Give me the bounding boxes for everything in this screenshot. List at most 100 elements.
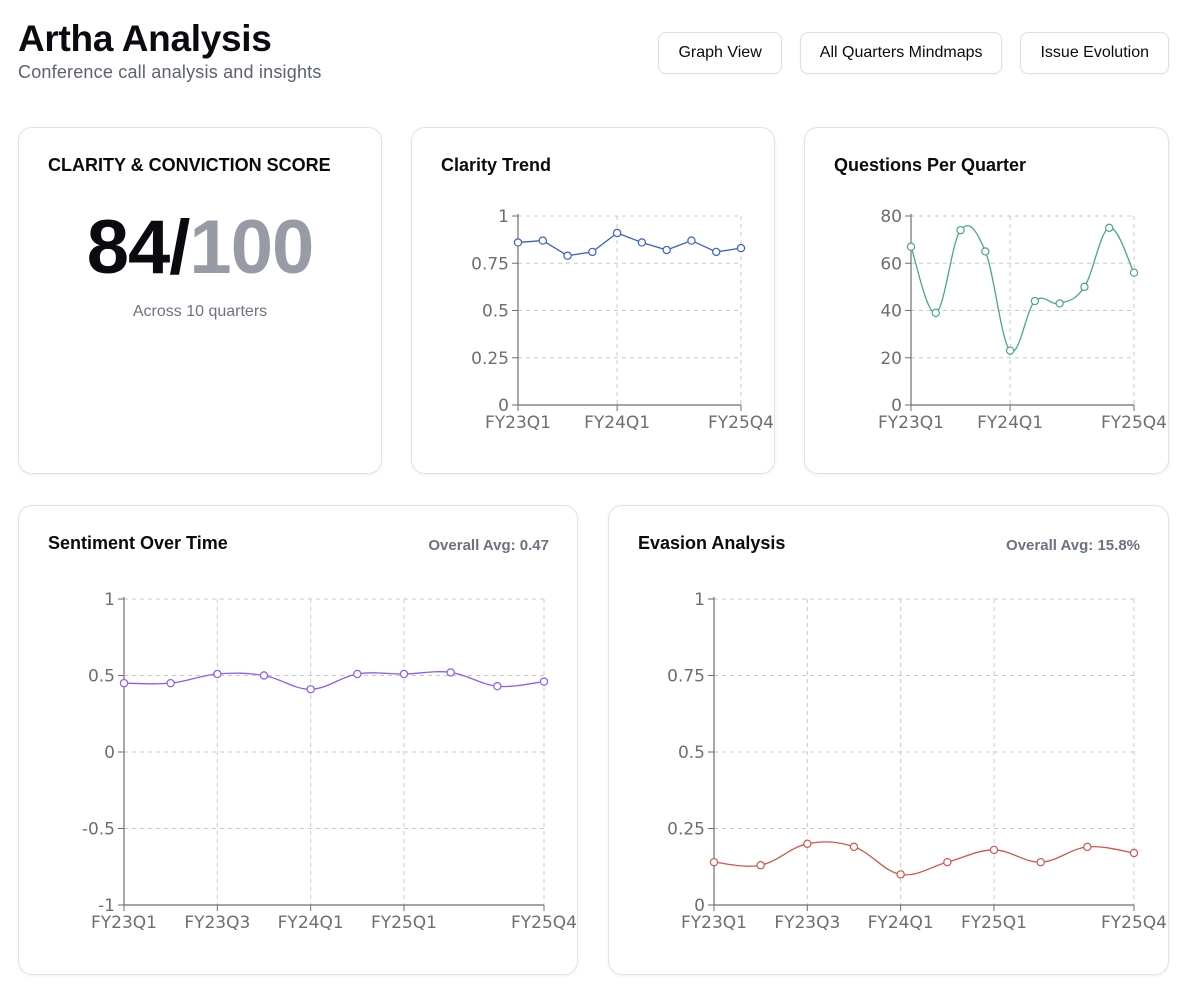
sentiment-data-point bbox=[259, 671, 269, 680]
clarity-data-point bbox=[538, 236, 547, 245]
questions-series-line bbox=[910, 225, 1135, 353]
app-subtitle: Conference call analysis and insights bbox=[18, 62, 322, 82]
score-caption: Across 10 quarters bbox=[132, 303, 268, 320]
all-quarters-mindmaps-button[interactable]: All Quarters Mindmaps bbox=[799, 32, 1003, 74]
x-tick-label: FY23Q3 bbox=[184, 913, 250, 933]
y-tick-label: 0.75 bbox=[471, 254, 509, 274]
clarity-data-point bbox=[736, 243, 746, 253]
evasion-series-line bbox=[713, 841, 1135, 876]
sentiment-over-time-card: Sentiment Over Time Overall Avg: 0.47 -1… bbox=[18, 505, 578, 975]
questions-per-quarter-chart: 0 20 40 60 80 FY23Q1 FY24Q1 FY25Q4 bbox=[878, 207, 1167, 433]
x-tick-label: FY25Q4 bbox=[511, 913, 577, 933]
y-tick-label: 1 bbox=[498, 207, 509, 227]
y-tick-label: 0 bbox=[891, 396, 902, 416]
y-tick-label: 0 bbox=[498, 396, 509, 416]
evasion-data-point bbox=[896, 870, 905, 879]
evasion-analysis-chart: 0 0.25 0.5 0.75 1 FY23Q1 FY23Q3 FY24Q1 FY25Q1 FY2… bbox=[667, 590, 1167, 933]
evasion-data-point bbox=[989, 845, 999, 855]
x-tick-label: FY25Q4 bbox=[1101, 913, 1167, 933]
x-tick-label: FY24Q1 bbox=[278, 913, 344, 933]
sentiment-data-point bbox=[306, 685, 315, 694]
y-tick-label: 60 bbox=[880, 254, 902, 274]
y-tick-label: 0.5 bbox=[482, 302, 509, 322]
y-tick-label: 0.25 bbox=[471, 349, 509, 369]
questions-chart-title: Questions Per Quarter bbox=[834, 155, 1027, 175]
x-tick-label: FY23Q1 bbox=[878, 413, 944, 433]
y-tick-label: 1 bbox=[104, 590, 115, 610]
clarity-data-point bbox=[712, 247, 721, 257]
score-card-title: CLARITY & CONVICTION SCORE bbox=[48, 155, 331, 175]
x-tick-label: FY25Q1 bbox=[961, 913, 1027, 933]
y-tick-label: 0.5 bbox=[678, 743, 705, 763]
evasion-data-point bbox=[1129, 848, 1139, 858]
questions-per-quarter-card: Questions Per Quarter 0 20 40 60 80 FY23Q1 FY2… bbox=[804, 127, 1169, 474]
evasion-data-point bbox=[943, 857, 952, 867]
clarity-data-point bbox=[563, 251, 572, 260]
questions-data-point bbox=[1030, 296, 1040, 306]
y-tick-label: -1 bbox=[98, 896, 115, 916]
x-tick-label: FY24Q1 bbox=[977, 413, 1043, 433]
evasion-data-point bbox=[1083, 842, 1092, 852]
sentiment-data-point bbox=[539, 677, 549, 686]
sentiment-data-point bbox=[493, 682, 502, 691]
issue-evolution-button[interactable]: Issue Evolution bbox=[1020, 32, 1169, 74]
evasion-analysis-card: Evasion Analysis Overall Avg: 15.8% 0 0.2… bbox=[608, 505, 1169, 975]
sentiment-data-point bbox=[166, 678, 175, 688]
score-separator: / bbox=[169, 205, 190, 290]
x-tick-label: FY23Q1 bbox=[681, 913, 747, 933]
sentiment-series-line bbox=[123, 671, 545, 690]
clarity-data-point bbox=[612, 228, 622, 238]
sentiment-overall-avg: Overall Avg: 0.47 bbox=[428, 537, 549, 554]
y-tick-label: 0 bbox=[104, 743, 115, 763]
score-max: 100 bbox=[189, 205, 314, 290]
questions-data-point bbox=[1080, 282, 1089, 292]
x-tick-label: FY24Q1 bbox=[868, 913, 934, 933]
x-tick-label: FY25Q4 bbox=[708, 413, 774, 433]
y-tick-label: 0 bbox=[694, 896, 705, 916]
sentiment-data-point bbox=[399, 669, 409, 679]
clarity-data-point bbox=[662, 245, 671, 255]
evasion-data-point bbox=[803, 839, 812, 848]
clarity-trend-chart: 0 0.25 0.5 0.75 1 FY23Q1 FY24Q1 FY25Q4 bbox=[471, 207, 774, 433]
x-tick-label: FY25Q1 bbox=[371, 913, 437, 933]
x-tick-label: FY25Q4 bbox=[1101, 413, 1167, 433]
y-tick-label: 1 bbox=[694, 590, 705, 610]
questions-data-point bbox=[1105, 223, 1114, 233]
graph-view-button[interactable]: Graph View bbox=[658, 32, 782, 74]
y-tick-label: 0.75 bbox=[667, 667, 705, 687]
sentiment-chart-title: Sentiment Over Time bbox=[48, 533, 228, 553]
evasion-data-point bbox=[849, 842, 859, 852]
y-tick-label: 40 bbox=[880, 302, 902, 322]
y-tick-label: -0.5 bbox=[82, 820, 115, 840]
clarity-data-point bbox=[687, 236, 696, 245]
y-tick-label: 0.5 bbox=[88, 667, 115, 687]
score-display: 84/100 bbox=[19, 208, 381, 288]
questions-data-point bbox=[1005, 346, 1015, 355]
sentiment-over-time-chart: -1 -0.5 0 0.5 1 FY23Q1 FY23Q3 FY24Q1 FY25Q1 FY25Q… bbox=[82, 590, 577, 933]
page-header: Artha Analysis Conference call analysis … bbox=[18, 18, 322, 83]
evasion-data-point bbox=[1036, 857, 1045, 867]
questions-data-point bbox=[1129, 268, 1139, 277]
sentiment-data-point bbox=[353, 669, 362, 679]
questions-data-point bbox=[956, 225, 965, 235]
clarity-series-line bbox=[517, 232, 742, 257]
evasion-data-point bbox=[756, 861, 765, 870]
questions-data-point bbox=[1055, 299, 1064, 308]
evasion-overall-avg: Overall Avg: 15.8% bbox=[1006, 537, 1140, 554]
score-card: CLARITY & CONVICTION SCORE 84/100 Across… bbox=[18, 127, 382, 474]
clarity-trend-card: Clarity Trend 0 0.25 0.5 0.75 1 FY23Q1 FY24Q1 F… bbox=[411, 127, 775, 474]
score-value: 84 bbox=[86, 205, 171, 290]
y-tick-label: 0.25 bbox=[667, 820, 705, 840]
top-nav: Graph View All Quarters Mindmaps Issue E… bbox=[658, 32, 1169, 74]
y-tick-label: 20 bbox=[880, 349, 902, 369]
app-title: Artha Analysis bbox=[18, 18, 272, 59]
sentiment-data-point bbox=[213, 669, 222, 679]
x-tick-label: FY23Q1 bbox=[485, 413, 551, 433]
clarity-chart-title: Clarity Trend bbox=[441, 155, 552, 175]
evasion-chart-title: Evasion Analysis bbox=[638, 533, 786, 553]
questions-data-point bbox=[906, 242, 916, 251]
clarity-data-point bbox=[637, 238, 647, 247]
clarity-data-point bbox=[513, 238, 523, 247]
clarity-data-point bbox=[588, 247, 597, 257]
y-tick-label: 80 bbox=[880, 207, 902, 227]
